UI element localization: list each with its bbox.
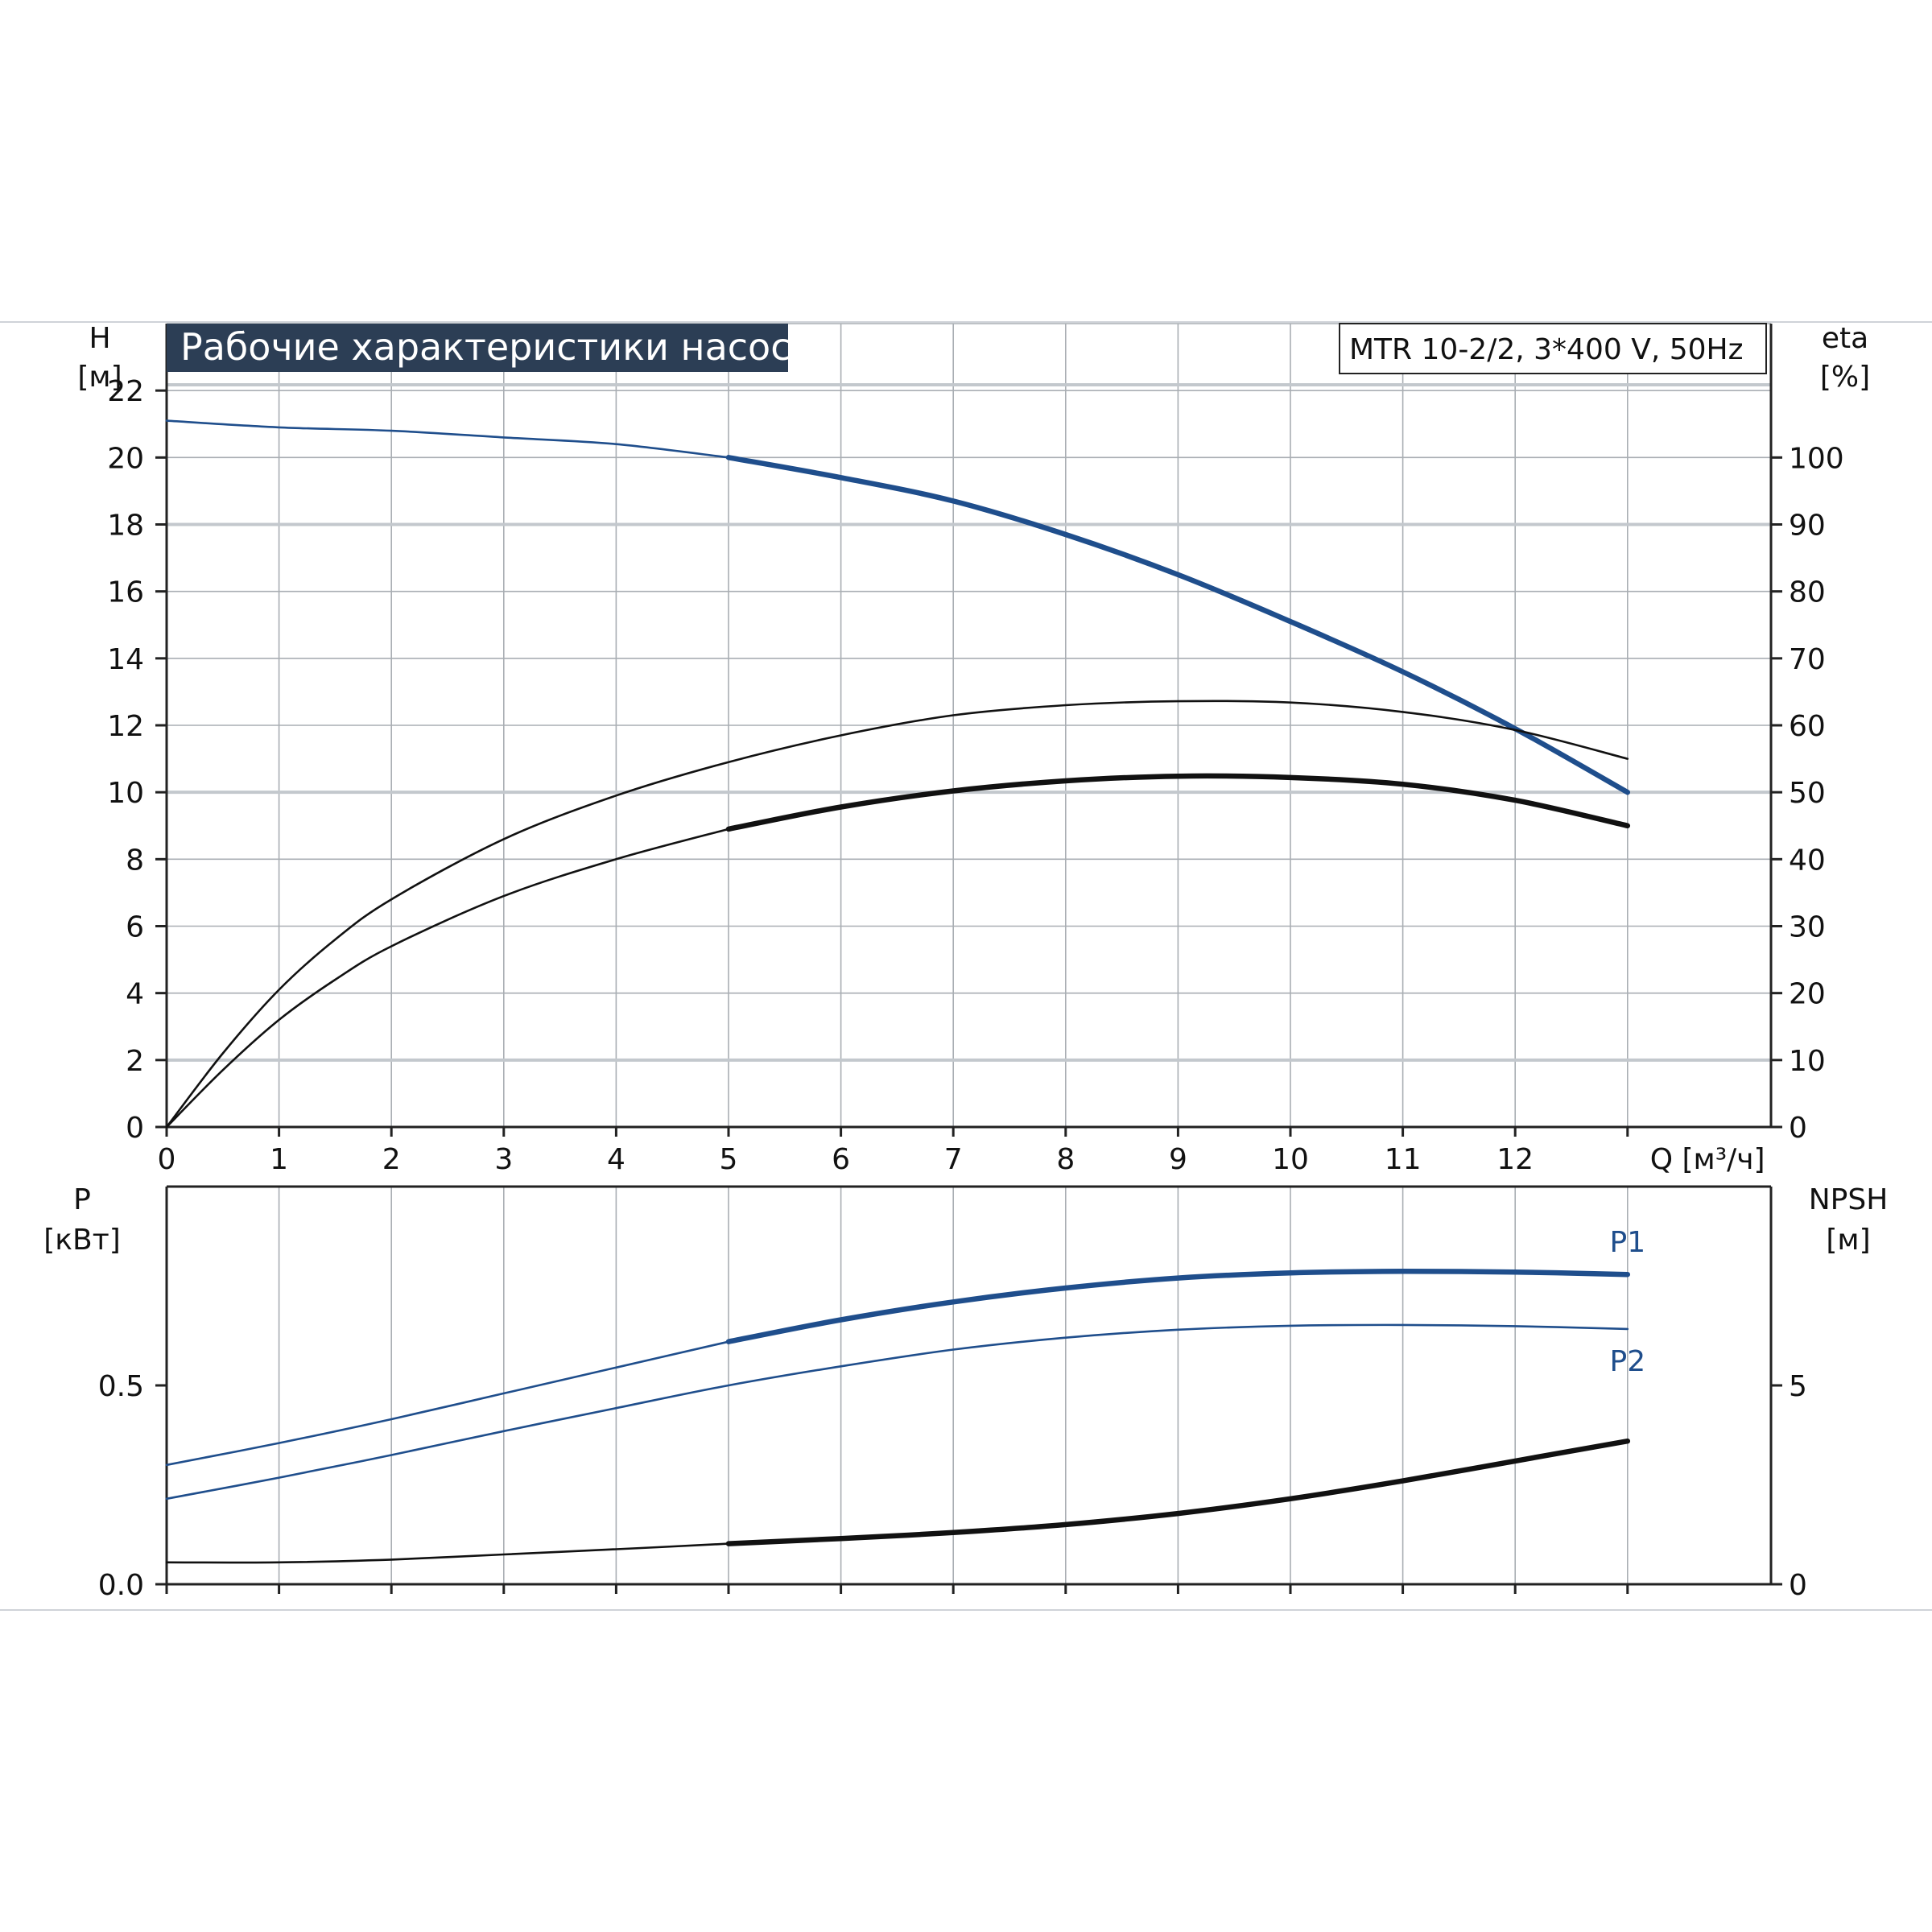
head-curve-bold-line <box>725 455 1631 795</box>
top-x-tick-label: 6 <box>832 1143 850 1176</box>
bottom-right-tick-label: 0 <box>1789 1569 1807 1602</box>
p-axis-unit: [кВт] <box>43 1224 121 1257</box>
top-right-tick-label: 0 <box>1789 1112 1807 1145</box>
chart-title-box: Рабочие характеристики насоса <box>167 324 814 372</box>
efficiency-lower-curve-thin-line <box>165 828 730 1129</box>
top-right-tick-label: 100 <box>1789 442 1844 475</box>
top-x-tick-label: 4 <box>607 1143 625 1176</box>
bottom-chart-grid <box>167 1185 1771 1584</box>
bottom-left-tick-label: 0.5 <box>98 1370 144 1403</box>
bottom-chart-axes: 0.0 0.5 0 5 P [кВт] NPSH [м] <box>43 1183 1888 1602</box>
top-x-tick-label: 11 <box>1385 1143 1422 1176</box>
npsh-curve-thin-line <box>165 1542 730 1564</box>
top-chart-axes: 0246810121416182022010203040506070809010… <box>77 322 1870 1176</box>
top-left-tick-label: 6 <box>126 911 144 944</box>
npsh-axis-unit: [м] <box>1826 1224 1870 1257</box>
top-left-tick-label: 2 <box>126 1045 144 1078</box>
p1-label: P1 <box>1609 1226 1645 1259</box>
npsh-axis-label: NPSH <box>1809 1183 1889 1216</box>
top-x-tick-label: 9 <box>1169 1143 1187 1176</box>
top-x-tick-label: 12 <box>1496 1143 1534 1176</box>
p1-curve-thin-line <box>165 1340 730 1467</box>
top-right-tick-label: 70 <box>1789 643 1826 676</box>
top-x-tick-label: 3 <box>494 1143 513 1176</box>
bottom-left-tick-label: 0.0 <box>98 1569 144 1602</box>
top-left-tick-label: 10 <box>107 777 144 810</box>
bottom-chart-series: P1 P2 <box>165 1226 1645 1564</box>
top-x-tick-label: 0 <box>158 1143 176 1176</box>
x-axis-label: Q [м³/ч] <box>1650 1143 1765 1176</box>
eta-axis-label: eta <box>1822 322 1868 355</box>
top-left-tick-label: 16 <box>107 576 144 609</box>
top-left-tick-label: 14 <box>107 643 144 676</box>
efficiency-upper-curve-thin-line <box>165 700 1629 1129</box>
top-right-tick-label: 40 <box>1789 844 1826 877</box>
model-label: MTR 10-2/2, 3*400 V, 50Hz <box>1349 333 1743 366</box>
bottom-right-tick-label: 5 <box>1789 1370 1807 1403</box>
eta-axis-unit: [%] <box>1820 361 1870 394</box>
model-box: MTR 10-2/2, 3*400 V, 50Hz <box>1339 323 1767 374</box>
top-x-tick-label: 1 <box>270 1143 288 1176</box>
h-axis-unit: [м] <box>77 361 122 394</box>
p-axis-label: P <box>73 1183 91 1216</box>
p2-curve-thin-line <box>165 1323 1629 1501</box>
top-x-tick-label: 7 <box>944 1143 963 1176</box>
top-left-tick-label: 22 <box>107 375 144 408</box>
npsh-curve-bold-line <box>725 1438 1631 1546</box>
p1-curve-bold-line <box>725 1268 1631 1344</box>
top-right-tick-label: 20 <box>1789 978 1826 1011</box>
top-right-tick-label: 50 <box>1789 777 1826 810</box>
chart-title: Рабочие характеристики насоса <box>180 325 814 369</box>
top-chart-series <box>165 419 1631 1129</box>
top-left-tick-label: 4 <box>126 978 144 1011</box>
top-right-tick-label: 10 <box>1789 1045 1826 1078</box>
top-left-tick-label: 0 <box>126 1112 144 1145</box>
chart-title-background <box>167 324 788 372</box>
top-x-tick-label: 2 <box>382 1143 401 1176</box>
top-left-tick-label: 20 <box>107 442 144 475</box>
top-left-tick-label: 8 <box>126 844 144 877</box>
top-left-tick-label: 12 <box>107 710 144 743</box>
efficiency-lower-curve-bold-line <box>725 773 1631 832</box>
model-box-frame <box>1339 323 1767 374</box>
top-x-tick-label: 10 <box>1272 1143 1309 1176</box>
top-right-tick-label: 90 <box>1789 510 1826 543</box>
h-axis-label: H <box>89 322 110 355</box>
top-x-tick-label: 5 <box>720 1143 738 1176</box>
top-right-tick-label: 80 <box>1789 576 1826 609</box>
head-curve-thin-line <box>165 419 730 459</box>
top-right-tick-label: 60 <box>1789 710 1826 743</box>
p2-label: P2 <box>1609 1345 1645 1378</box>
top-left-tick-label: 18 <box>107 510 144 543</box>
top-chart-grid <box>167 323 1771 1127</box>
top-x-tick-label: 8 <box>1056 1143 1075 1176</box>
top-right-tick-label: 30 <box>1789 911 1826 944</box>
